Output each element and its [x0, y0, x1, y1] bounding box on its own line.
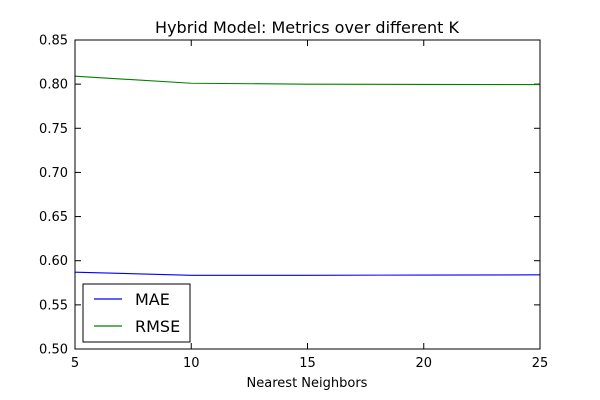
y-tick-label: 0.85 [39, 34, 68, 49]
series-line-rmse [74, 75, 541, 86]
plot-frame [74, 39, 541, 350]
x-tick-label: 20 [415, 356, 432, 371]
axis-ticks: 0.50 0.55 0.60 0.65 0.70 0.75 0.80 0.85 5 10 15 20 2… [39, 34, 548, 372]
y-tick-label: 0.65 [39, 210, 68, 225]
y-tick-label: 0.70 [39, 166, 68, 181]
series-lines [74, 75, 541, 276]
x-tick-label: 25 [532, 356, 549, 371]
legend-label-mae: MAE [135, 290, 170, 309]
y-tick-label: 0.50 [39, 343, 68, 358]
series-line-mae [74, 271, 541, 276]
legend: MAE RMSE [82, 283, 191, 343]
chart-title: Hybrid Model: Metrics over different K [155, 18, 459, 37]
y-tick-label: 0.55 [39, 298, 68, 313]
x-tick-label: 15 [299, 356, 316, 371]
x-tick-label: 10 [183, 356, 200, 371]
y-tick-label: 0.80 [39, 78, 68, 93]
y-tick-label: 0.60 [39, 254, 68, 269]
legend-box [82, 283, 191, 343]
x-axis-label: Nearest Neighbors [247, 376, 368, 391]
y-tick-label: 0.75 [39, 122, 68, 137]
x-tick-label: 5 [71, 356, 79, 371]
legend-label-rmse: RMSE [135, 317, 180, 336]
